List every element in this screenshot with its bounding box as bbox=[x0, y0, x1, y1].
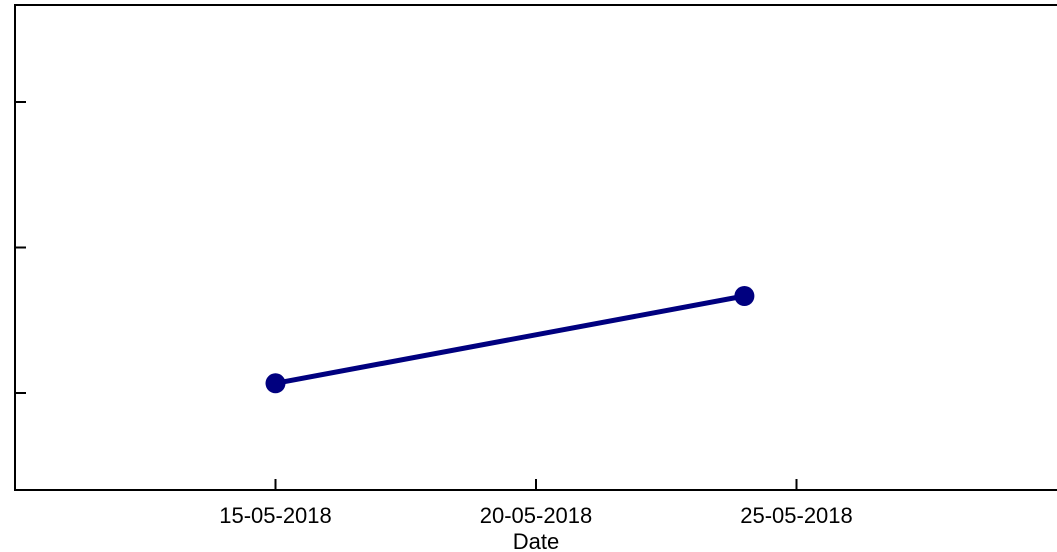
data-point-0-0 bbox=[265, 373, 286, 394]
x-tick-label-0: 15-05-2018 bbox=[219, 503, 332, 528]
x-tick-label-1: 20-05-2018 bbox=[480, 503, 593, 528]
x-axis-label: Date bbox=[513, 529, 559, 552]
x-tick-label-2: 25-05-2018 bbox=[740, 503, 853, 528]
plot-frame bbox=[14, 4, 1057, 491]
data-point-0-1 bbox=[734, 286, 755, 306]
axes: 15-05-2018 20-05-2018 25-05-2018 Date bbox=[14, 4, 1057, 552]
series-line-0 bbox=[273, 293, 747, 386]
series-layer bbox=[265, 286, 755, 394]
